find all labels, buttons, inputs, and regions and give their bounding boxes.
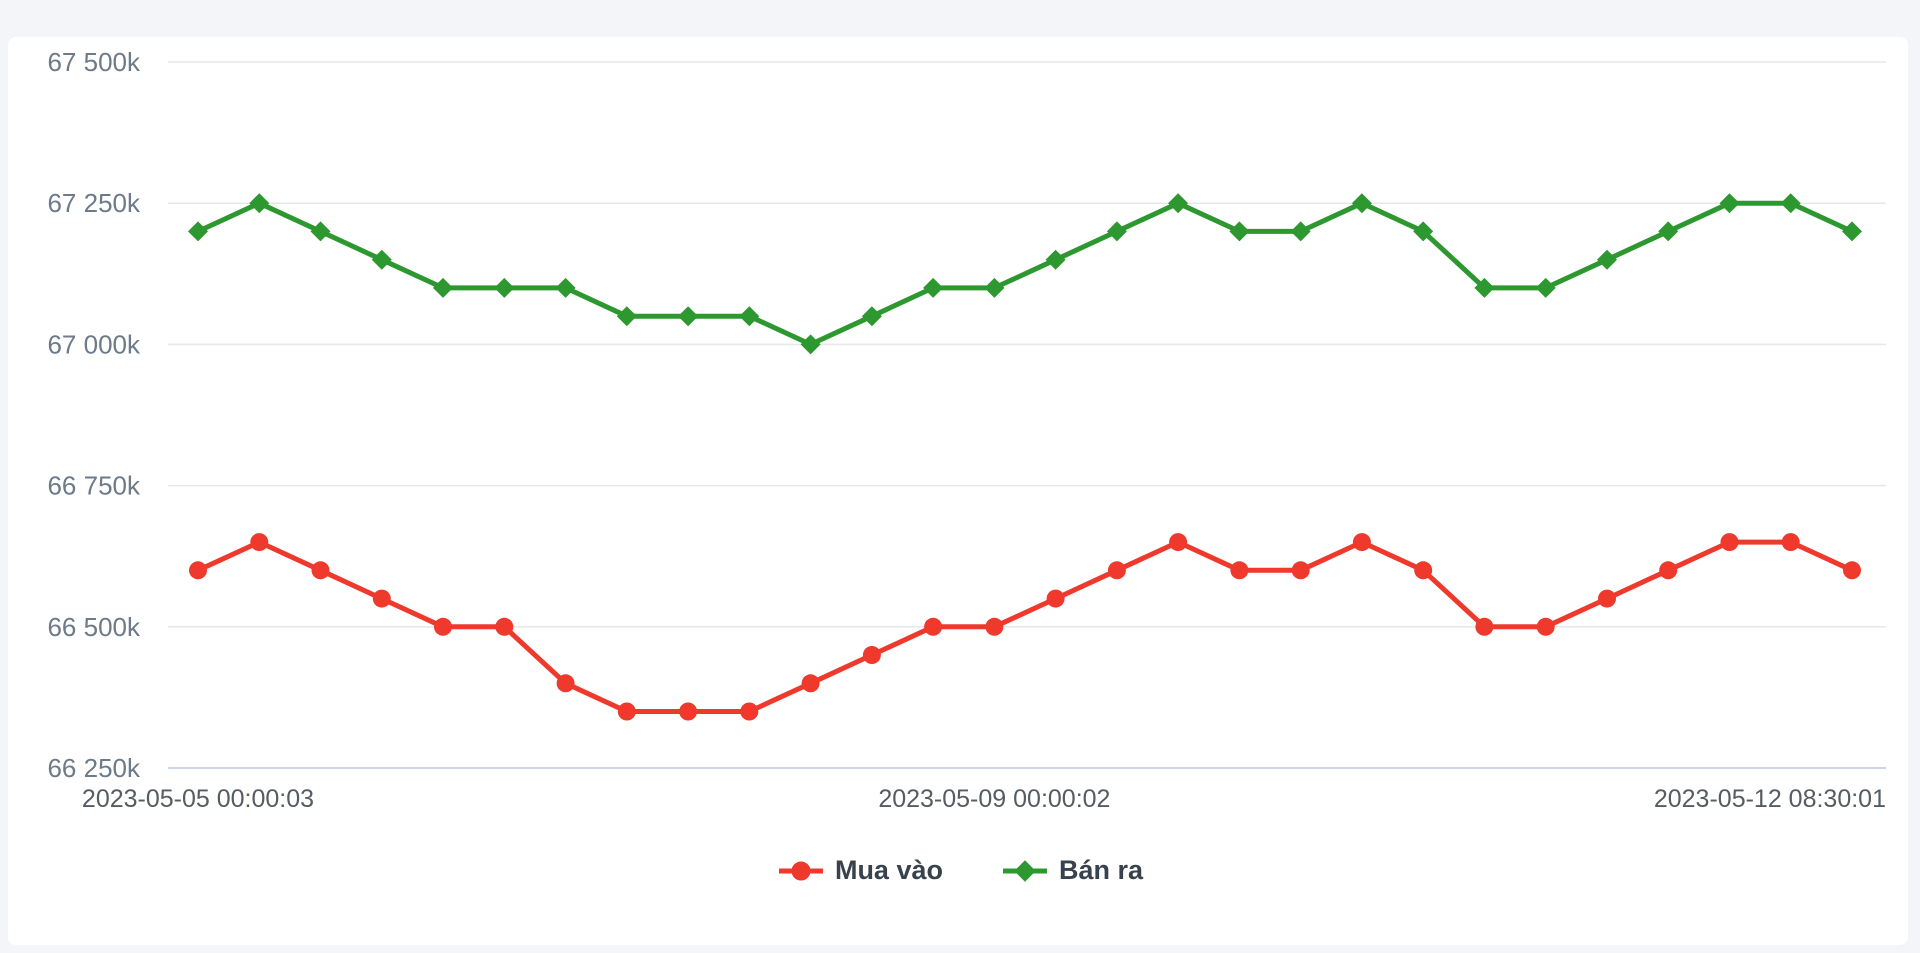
data-point-0-12[interactable] xyxy=(924,617,943,636)
series-line-1 xyxy=(195,200,1855,347)
data-point-1-5[interactable] xyxy=(494,277,515,298)
data-point-0-14[interactable] xyxy=(1046,589,1065,608)
data-point-0-23[interactable] xyxy=(1598,589,1616,608)
data-point-1-13[interactable] xyxy=(984,277,1005,298)
data-point-1-22[interactable] xyxy=(1535,277,1556,298)
y-axis-tick-label: 66 250k xyxy=(47,753,141,783)
data-point-1-16[interactable] xyxy=(1168,193,1189,214)
data-point-0-10[interactable] xyxy=(801,674,820,693)
data-point-0-22[interactable] xyxy=(1536,617,1555,636)
data-point-0-13[interactable] xyxy=(985,617,1004,636)
data-point-0-4[interactable] xyxy=(434,617,452,636)
data-point-1-25[interactable] xyxy=(1719,193,1740,214)
chart-panel xyxy=(8,37,1908,945)
data-point-1-20[interactable] xyxy=(1413,221,1434,242)
legend-marker-circle xyxy=(778,861,823,880)
data-point-0-1[interactable] xyxy=(250,533,269,552)
data-point-1-11[interactable] xyxy=(861,306,882,327)
data-point-0-25[interactable] xyxy=(1720,533,1739,552)
data-point-0-9[interactable] xyxy=(740,702,759,721)
y-axis-tick-label: 67 250k xyxy=(47,188,141,218)
data-point-1-18[interactable] xyxy=(1290,221,1311,242)
data-point-1-23[interactable] xyxy=(1597,249,1617,270)
legend: Mua vào Bán ra xyxy=(0,855,1920,886)
legend-item-mua-vao[interactable]: Mua vào xyxy=(777,855,943,886)
data-point-0-11[interactable] xyxy=(862,646,881,664)
data-point-1-3[interactable] xyxy=(371,249,392,270)
data-point-1-9[interactable] xyxy=(739,306,760,327)
data-point-0-6[interactable] xyxy=(556,674,575,693)
data-point-0-8[interactable] xyxy=(679,702,698,721)
data-point-1-10[interactable] xyxy=(800,334,821,355)
data-point-1-8[interactable] xyxy=(678,306,699,327)
legend-marker-diamond xyxy=(1002,859,1047,882)
data-point-1-7[interactable] xyxy=(616,306,637,327)
data-point-0-16[interactable] xyxy=(1169,533,1188,552)
data-point-1-27[interactable] xyxy=(1842,221,1862,242)
data-point-1-17[interactable] xyxy=(1229,221,1250,242)
legend-item-ban-ra[interactable]: Bán ra xyxy=(1001,855,1143,886)
y-axis-tick-label: 66 750k xyxy=(47,471,141,501)
data-point-1-4[interactable] xyxy=(433,277,453,298)
data-point-0-0[interactable] xyxy=(189,561,207,580)
data-point-0-19[interactable] xyxy=(1352,533,1371,552)
data-point-0-5[interactable] xyxy=(495,617,514,636)
data-point-1-2[interactable] xyxy=(310,221,331,242)
data-point-1-21[interactable] xyxy=(1474,277,1495,298)
x-axis-tick-label: 2023-05-09 00:00:02 xyxy=(878,785,1110,813)
data-point-0-27[interactable] xyxy=(1843,561,1861,580)
data-point-1-14[interactable] xyxy=(1045,249,1066,270)
data-point-1-26[interactable] xyxy=(1780,193,1801,214)
y-axis-tick-label: 66 500k xyxy=(47,612,141,642)
data-point-1-0[interactable] xyxy=(188,221,208,242)
data-point-0-7[interactable] xyxy=(617,702,636,721)
x-axis-tick-label: 2023-05-05 00:00:03 xyxy=(82,785,314,813)
data-point-0-17[interactable] xyxy=(1230,561,1249,580)
data-point-0-20[interactable] xyxy=(1414,561,1433,580)
x-axis-tick-label: 2023-05-12 08:30:01 xyxy=(1654,785,1886,813)
data-point-1-24[interactable] xyxy=(1658,221,1679,242)
data-point-0-15[interactable] xyxy=(1107,561,1126,580)
data-point-0-3[interactable] xyxy=(372,589,391,608)
y-axis-tick-label: 67 000k xyxy=(47,329,141,359)
data-point-1-6[interactable] xyxy=(555,277,576,298)
data-point-1-19[interactable] xyxy=(1351,193,1372,214)
legend-label: Bán ra xyxy=(1058,855,1144,885)
data-point-0-21[interactable] xyxy=(1475,617,1494,636)
data-point-0-2[interactable] xyxy=(311,561,330,580)
data-point-0-26[interactable] xyxy=(1781,533,1800,552)
y-axis-tick-label: 67 500k xyxy=(47,47,141,77)
data-point-1-1[interactable] xyxy=(249,193,270,214)
series-line-0 xyxy=(195,539,1855,714)
data-point-1-12[interactable] xyxy=(923,277,944,298)
data-point-1-15[interactable] xyxy=(1106,221,1127,242)
legend-label: Mua vào xyxy=(834,855,943,885)
data-point-0-18[interactable] xyxy=(1291,561,1310,580)
data-point-0-24[interactable] xyxy=(1659,561,1678,580)
